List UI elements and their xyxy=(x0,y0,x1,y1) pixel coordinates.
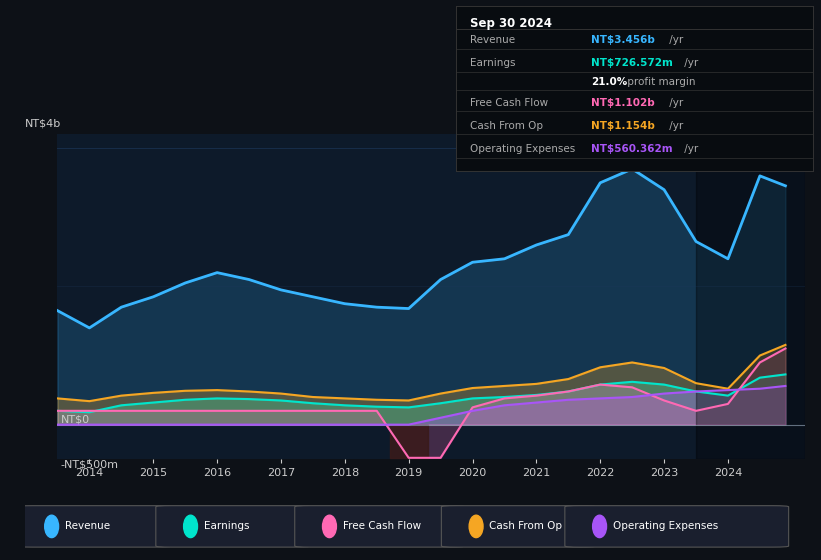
Text: /yr: /yr xyxy=(666,35,683,45)
Text: NT$1.154b: NT$1.154b xyxy=(591,122,655,131)
Text: Operating Expenses: Operating Expenses xyxy=(612,521,718,531)
Text: NT$4b: NT$4b xyxy=(25,119,61,129)
Text: NT$0: NT$0 xyxy=(61,414,89,424)
Text: Free Cash Flow: Free Cash Flow xyxy=(342,521,420,531)
Text: 21.0%: 21.0% xyxy=(591,77,627,87)
Text: /yr: /yr xyxy=(666,98,683,108)
Text: NT$1.102b: NT$1.102b xyxy=(591,98,655,108)
FancyBboxPatch shape xyxy=(156,506,310,547)
Text: /yr: /yr xyxy=(681,144,698,155)
FancyBboxPatch shape xyxy=(17,506,172,547)
Text: Cash From Op: Cash From Op xyxy=(470,122,543,131)
Ellipse shape xyxy=(44,515,58,538)
Bar xyxy=(696,134,805,459)
Text: NT$560.362m: NT$560.362m xyxy=(591,144,673,155)
Text: /yr: /yr xyxy=(666,122,683,131)
Text: Sep 30 2024: Sep 30 2024 xyxy=(470,17,552,30)
Text: -NT$500m: -NT$500m xyxy=(61,459,119,469)
Text: NT$726.572m: NT$726.572m xyxy=(591,58,673,68)
Ellipse shape xyxy=(323,515,337,538)
Text: Earnings: Earnings xyxy=(204,521,250,531)
Ellipse shape xyxy=(593,515,607,538)
Ellipse shape xyxy=(184,515,198,538)
Text: Cash From Op: Cash From Op xyxy=(489,521,562,531)
Text: Revenue: Revenue xyxy=(65,521,110,531)
Text: Operating Expenses: Operating Expenses xyxy=(470,144,576,155)
FancyBboxPatch shape xyxy=(565,506,789,547)
Text: /yr: /yr xyxy=(681,58,698,68)
Ellipse shape xyxy=(469,515,483,538)
Text: Earnings: Earnings xyxy=(470,58,516,68)
FancyBboxPatch shape xyxy=(295,506,465,547)
Text: Free Cash Flow: Free Cash Flow xyxy=(470,98,548,108)
Text: Revenue: Revenue xyxy=(470,35,515,45)
FancyBboxPatch shape xyxy=(442,506,596,547)
Text: NT$3.456b: NT$3.456b xyxy=(591,35,655,45)
Text: profit margin: profit margin xyxy=(623,77,695,87)
